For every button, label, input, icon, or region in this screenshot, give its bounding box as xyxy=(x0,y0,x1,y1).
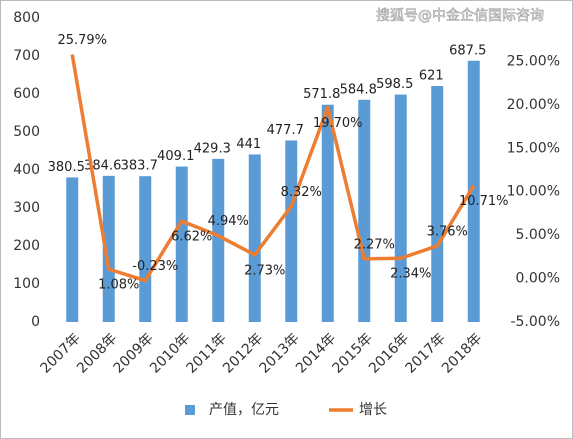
bar xyxy=(175,166,188,322)
y-tick-label: 800 xyxy=(13,10,40,26)
bar xyxy=(285,140,298,322)
y-tick-label: 400 xyxy=(13,162,40,178)
y2-tick-label: 25.00% xyxy=(507,53,560,69)
line-value-label: 8.32% xyxy=(281,185,322,200)
y2-tick-label: 15.00% xyxy=(507,140,560,156)
bar-value-label: 571.8 xyxy=(303,87,340,102)
y-tick-label: 0 xyxy=(31,314,40,330)
y-tick-label: 700 xyxy=(13,48,40,64)
y2-tick-label: 5.00% xyxy=(516,227,560,243)
line-value-label: 3.76% xyxy=(427,224,468,239)
bar-value-label: 380.5 xyxy=(48,160,85,175)
y2-tick-label: -5.00% xyxy=(510,314,560,330)
line-value-label: 2.34% xyxy=(390,267,431,282)
y2-tick-label: 0.00% xyxy=(516,271,560,287)
watermark: 搜狐号@中金企信国际咨询 xyxy=(376,7,544,24)
y-tick-label: 100 xyxy=(13,276,40,292)
y-tick-label: 500 xyxy=(13,124,40,140)
legend-label: 产值，亿元 xyxy=(209,402,279,418)
bar xyxy=(102,175,115,322)
y-tick-label: 600 xyxy=(13,86,40,102)
bar xyxy=(431,86,444,323)
y-tick-label: 300 xyxy=(13,200,40,216)
bar xyxy=(358,99,371,322)
legend-swatch xyxy=(185,405,195,415)
bar-value-label: 429.3 xyxy=(194,141,231,156)
y-tick-label: 200 xyxy=(13,238,40,254)
bar-value-label: 687.5 xyxy=(449,43,486,58)
line-value-label: 2.73% xyxy=(244,263,285,278)
line-value-label: 6.62% xyxy=(171,230,212,245)
line xyxy=(70,54,476,283)
line-value-label: 10.71% xyxy=(459,194,509,209)
y2-tick-label: 20.00% xyxy=(507,97,560,113)
bar-value-label: 383.7 xyxy=(121,159,158,174)
bar-value-label: 584.8 xyxy=(340,82,377,97)
bar-value-label: 621 xyxy=(419,69,444,84)
bar-value-label: 409.1 xyxy=(157,149,194,164)
line-value-label: -0.23% xyxy=(132,259,178,274)
bar xyxy=(467,60,480,322)
line-value-label: 4.94% xyxy=(208,214,249,229)
bar xyxy=(66,177,79,322)
bar-value-label: 477.7 xyxy=(267,123,304,138)
bar xyxy=(248,154,261,322)
bar-value-label: 598.5 xyxy=(376,77,413,92)
line-value-label: 1.08% xyxy=(98,278,139,293)
bar xyxy=(321,104,334,322)
bar-value-label: 441 xyxy=(236,137,261,152)
bar xyxy=(394,94,407,322)
line-value-label: 19.70% xyxy=(313,116,363,131)
line-value-label: 2.27% xyxy=(354,237,395,252)
legend-label: 增长 xyxy=(359,402,387,418)
bar xyxy=(212,158,225,322)
y2-tick-label: 10.00% xyxy=(507,184,560,200)
bar xyxy=(139,176,152,322)
line-value-label: 25.79% xyxy=(57,33,107,48)
